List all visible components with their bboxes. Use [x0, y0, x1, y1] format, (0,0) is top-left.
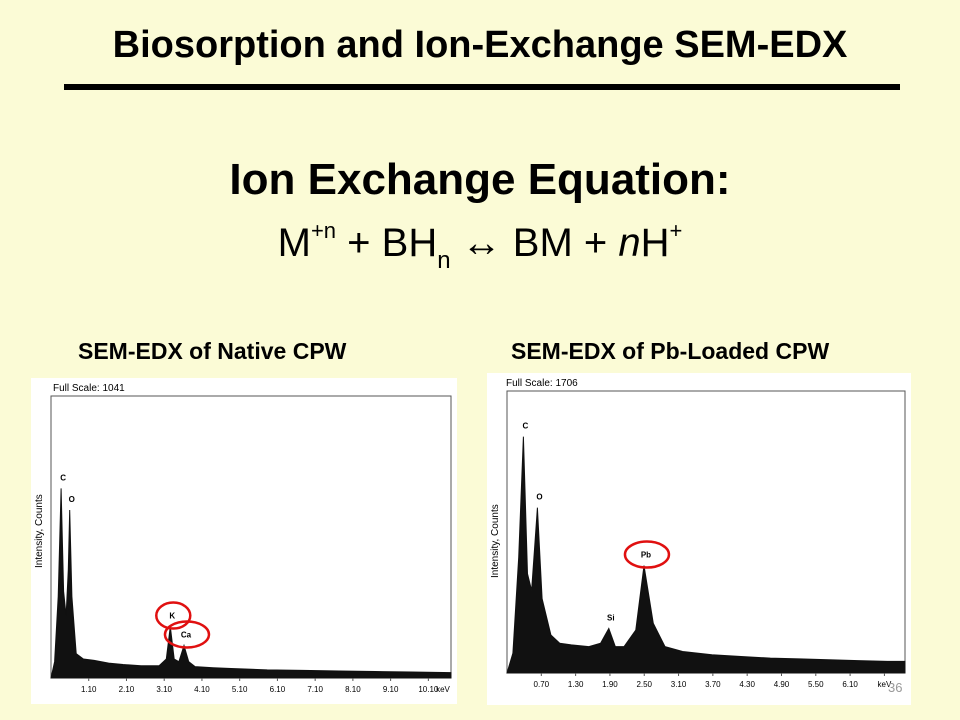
chart-2-tick-label: 6.10 — [842, 680, 858, 689]
chart-1-spectrum — [50, 488, 452, 679]
chart-1-peak-label: C — [60, 473, 66, 482]
chart-2-tick-label: keV — [878, 680, 892, 689]
chart-2-full-scale: Full Scale: 1706 — [506, 378, 578, 389]
chart-2-highlight-circle — [623, 540, 671, 569]
eq-bh-sub: n — [437, 247, 451, 274]
chart-2-tick-label: 4.30 — [739, 680, 755, 689]
chart-1-peak-label: Ca — [181, 630, 192, 639]
eq-arrow: ↔ BM + — [450, 221, 619, 265]
chart-1-caption: SEM-EDX of Native CPW — [78, 338, 347, 364]
chart-1-tick-label: 5.10 — [232, 685, 248, 694]
chart-2-tick-label: 0.70 — [534, 680, 550, 689]
chart-2-svg: 0.70 1.30 1.90 2.50 3.10 3.70 4.30 4.90 5.50 6.10… — [506, 390, 906, 689]
eq-m: M — [277, 221, 311, 265]
chart-1-highlight-circle — [155, 601, 192, 630]
chart-2-tick-label: 2.50 — [636, 680, 652, 689]
chart-1-tick-label: 1.10 — [81, 685, 97, 694]
chart-2-tick-label: 3.10 — [671, 680, 687, 689]
chart-2-plot-frame — [506, 390, 906, 674]
chart-1-full-scale: Full Scale: 1041 — [53, 383, 125, 394]
eq-h-sup: + — [669, 218, 683, 243]
eq-h: H — [640, 221, 670, 265]
chart-1-tick-label: 7.10 — [307, 685, 323, 694]
chart-1-tick-label: 10.10 — [418, 685, 439, 694]
chart-1-tick-label: 6.10 — [270, 685, 286, 694]
chart-1-panel: Full Scale: 1041 Intensity, Counts 1.10 2… — [31, 378, 457, 704]
chart-1-tick-label: 2.10 — [119, 685, 135, 694]
chart-2-spectrum — [506, 436, 906, 674]
page-number: 36 — [888, 680, 903, 695]
chart-1-highlight-circle — [163, 620, 211, 649]
chart-2-tick-label: 1.30 — [568, 680, 584, 689]
chart-1-svg: 1.10 2.10 3.10 4.10 5.10 6.10 7.10 8.10 9.10 10.1… — [50, 395, 452, 694]
chart-2-tick-label: 1.90 — [602, 680, 618, 689]
eq-n: n — [618, 221, 641, 265]
chart-2-tick-label: 3.70 — [705, 680, 721, 689]
eq-bh: + BH — [336, 221, 438, 265]
equation-heading: Ion Exchange Equation: — [229, 155, 731, 204]
title-underline — [64, 84, 900, 90]
chart-1-tick-label: 8.10 — [345, 685, 361, 694]
chart-2-tick-label: 4.90 — [774, 680, 790, 689]
chart-2-peak-label: C — [522, 422, 528, 431]
slide-title: Biosorption and Ion-Exchange SEM-EDX — [112, 24, 848, 66]
eq-m-sup: +n — [310, 218, 337, 243]
chart-2-peak-label: O — [536, 493, 542, 502]
chart-1-tick-label: 3.10 — [156, 685, 172, 694]
chart-2-panel: Full Scale: 1706 Intensity, Counts 0.70 1… — [487, 373, 911, 705]
chart-1-peak-label: O — [69, 495, 75, 504]
chart-2-peak-label: Pb — [641, 551, 651, 560]
chart-1-xlabel: keV — [436, 685, 450, 694]
ion-exchange-equation: M+n + BHn ↔ BM + nH+ — [0, 218, 960, 275]
chart-1-plot-frame — [50, 395, 452, 679]
chart-2-peak-label: Si — [607, 613, 615, 622]
chart-2-tick-label: 5.50 — [808, 680, 824, 689]
chart-1-peak-label: K — [169, 612, 175, 621]
chart-1-tick-label: 9.10 — [383, 685, 399, 694]
chart-2-caption: SEM-EDX of Pb-Loaded CPW — [511, 338, 830, 364]
chart-1-tick-label: 4.10 — [194, 685, 210, 694]
